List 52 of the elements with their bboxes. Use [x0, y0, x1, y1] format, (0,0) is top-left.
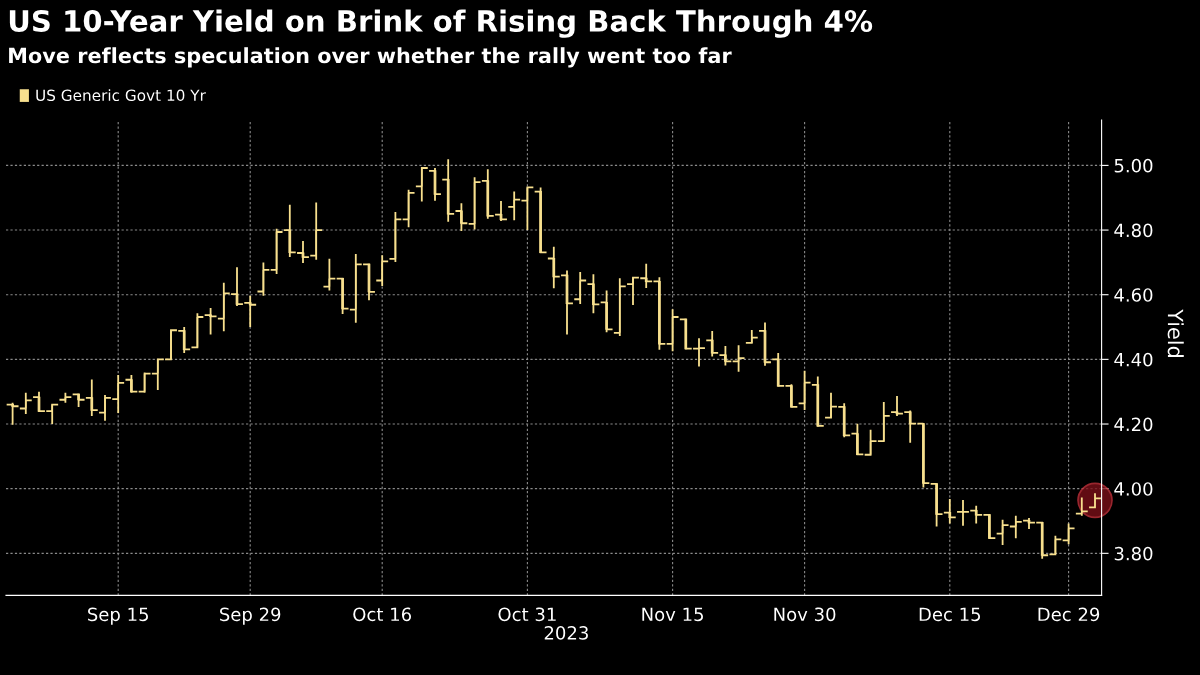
candlestick — [322, 257, 337, 292]
chart-subtitle: Move reflects speculation over whether the rally went too far — [9, 47, 732, 68]
y-tick-label: 4.20 — [1114, 417, 1153, 432]
candlestick — [942, 498, 957, 525]
candlestick — [810, 375, 825, 427]
x-tick-label: Oct 31 — [498, 607, 556, 622]
candlestick — [58, 391, 73, 404]
candlestick — [256, 261, 271, 297]
candlestick — [586, 273, 601, 315]
candlestick — [375, 254, 390, 287]
candlestick — [995, 518, 1010, 546]
candlestick — [665, 308, 680, 353]
candlestick — [1061, 522, 1076, 546]
candlestick — [546, 245, 561, 290]
chart-title: US 10-Year Yield on Brink of Rising Back Through 4% — [9, 9, 873, 38]
candlestick — [124, 373, 139, 394]
x-tick-label: Dec 15 — [919, 607, 981, 622]
x-tick-label: Dec 29 — [1038, 607, 1100, 622]
candlestick — [401, 188, 416, 229]
candlestick — [533, 186, 548, 254]
candlestick — [84, 378, 99, 417]
x-tick-label: Sep 29 — [220, 607, 281, 625]
x-tick-label: Sep 15 — [88, 607, 148, 625]
candlestick — [731, 344, 746, 373]
candlestick — [573, 271, 588, 305]
x-tick-label: Nov 15 — [642, 607, 703, 622]
y-tick-label: 4.00 — [1114, 482, 1153, 496]
candlestick — [269, 227, 284, 275]
candlestick — [599, 289, 614, 334]
candlestick — [929, 482, 944, 528]
candlestick — [612, 277, 627, 337]
x-tick-label: Oct 16 — [353, 607, 412, 622]
candlestick — [388, 211, 403, 263]
candlestick — [454, 202, 469, 232]
candlestick — [428, 167, 442, 202]
candlestick — [705, 330, 720, 358]
candlestick — [797, 369, 812, 412]
candlestick — [758, 321, 772, 367]
x-tick-label: Nov 30 — [774, 607, 836, 622]
candlestick — [718, 345, 733, 367]
y-axis-title: Yield — [1167, 309, 1184, 357]
legend-label: US Generic Govt 10 Yr — [36, 89, 206, 102]
text: 2023 — [544, 626, 588, 640]
y-tick-label: 4.60 — [1114, 288, 1153, 302]
candlestick — [560, 269, 574, 336]
candlestick — [203, 307, 218, 336]
y-tick-label: 3.80 — [1114, 546, 1153, 561]
candlestick — [18, 391, 33, 415]
y-tick-label: 4.40 — [1114, 352, 1153, 367]
y-tick-label: 5.00 — [1114, 158, 1153, 173]
y-tick-label: 4.80 — [1114, 223, 1153, 238]
candlestick — [441, 158, 456, 223]
